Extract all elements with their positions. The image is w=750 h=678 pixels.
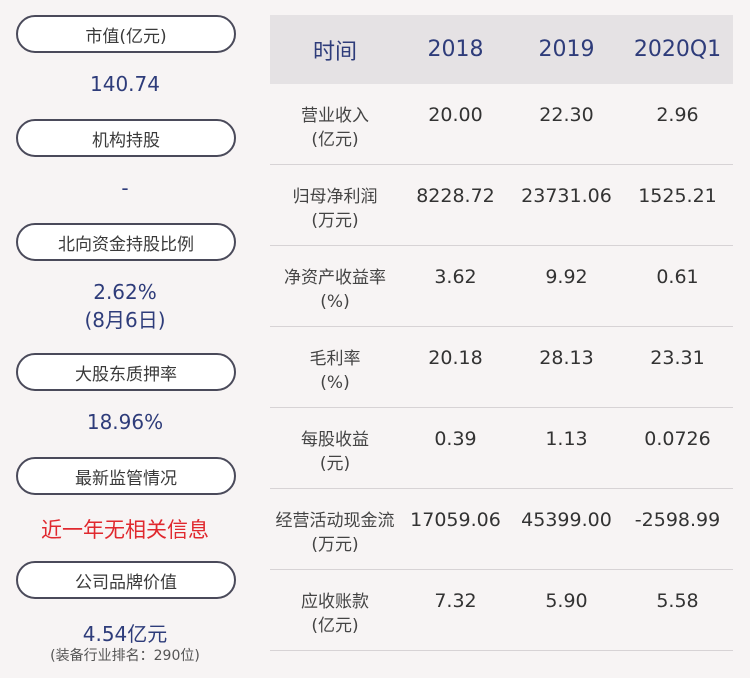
cell: -2598.99 xyxy=(634,509,721,531)
cell: 0.39 xyxy=(434,428,477,450)
table-row: 归母净利润 (万元) 8228.72 23731.06 1525.21 xyxy=(270,165,733,246)
table-row: 营业收入 (亿元) 20.00 22.30 2.96 xyxy=(270,84,733,165)
cell: 23731.06 xyxy=(521,185,612,207)
cell: 5.90 xyxy=(545,590,588,612)
header-2018: 2018 xyxy=(427,37,484,62)
northbound-value: 2.62% (8月6日) xyxy=(0,280,250,333)
row-label: 归母净利润 (万元) xyxy=(292,187,378,231)
northbound-date: (8月6日) xyxy=(84,308,166,332)
cell: 3.62 xyxy=(434,266,477,288)
institution-value: - xyxy=(121,176,129,200)
cell: 2.96 xyxy=(656,104,699,126)
cell: 20.00 xyxy=(428,104,483,126)
row-label: 每股收益 (元) xyxy=(301,430,369,474)
northbound-percent: 2.62% xyxy=(93,280,157,304)
cell: 7.32 xyxy=(434,590,477,612)
table-row: 经营活动现金流 (万元) 17059.06 45399.00 -2598.99 xyxy=(270,489,733,570)
cell: 1.13 xyxy=(545,428,588,450)
header-2019: 2019 xyxy=(538,37,595,62)
cell: 5.58 xyxy=(656,590,699,612)
table-row: 每股收益 (元) 0.39 1.13 0.0726 xyxy=(270,408,733,489)
row-label: 净资产收益率 (%) xyxy=(284,268,386,312)
brand-value: 4.54亿元 xyxy=(82,622,168,646)
market-cap-label: 市值(亿元) xyxy=(16,15,236,53)
row-label: 毛利率 (%) xyxy=(309,349,361,393)
header-2020q1: 2020Q1 xyxy=(633,37,722,62)
table-row: 应收账款 (亿元) 7.32 5.90 5.58 xyxy=(270,570,733,651)
cell: 17059.06 xyxy=(410,509,501,531)
institution-label: 机构持股 xyxy=(16,119,236,157)
pledge-label: 大股东质押率 xyxy=(16,353,236,391)
header-time: 时间 xyxy=(312,39,357,65)
row-label: 经营活动现金流 (万元) xyxy=(275,511,395,555)
pledge-value: 18.96% xyxy=(86,410,164,434)
cell: 20.18 xyxy=(428,347,483,369)
brand-rank-note: (装备行业排名：290位) xyxy=(50,648,200,664)
cell: 23.31 xyxy=(650,347,705,369)
brand-label: 公司品牌价值 xyxy=(16,561,236,599)
regulation-label: 最新监管情况 xyxy=(16,457,236,495)
cell: 0.0726 xyxy=(644,428,711,450)
cell: 22.30 xyxy=(539,104,594,126)
row-label: 应收账款 (亿元) xyxy=(301,592,369,636)
table-row: 净资产收益率 (%) 3.62 9.92 0.61 xyxy=(270,246,733,327)
table-row: 毛利率 (%) 20.18 28.13 23.31 xyxy=(270,327,733,408)
cell: 8228.72 xyxy=(416,185,495,207)
row-label: 营业收入 (亿元) xyxy=(301,106,369,150)
financial-table: 时间 2018 2019 2020Q1 营业收入 (亿元) 20.00 22.30… xyxy=(270,15,733,651)
table-header: 时间 2018 2019 2020Q1 xyxy=(270,15,733,84)
cell: 9.92 xyxy=(545,266,588,288)
cell: 1525.21 xyxy=(638,185,717,207)
market-cap-value: 140.74 xyxy=(90,72,160,96)
cell: 45399.00 xyxy=(521,509,612,531)
regulation-value: 近一年无相关信息 xyxy=(41,518,209,542)
cell: 28.13 xyxy=(539,347,594,369)
cell: 0.61 xyxy=(656,266,699,288)
northbound-label: 北向资金持股比例 xyxy=(16,223,236,261)
